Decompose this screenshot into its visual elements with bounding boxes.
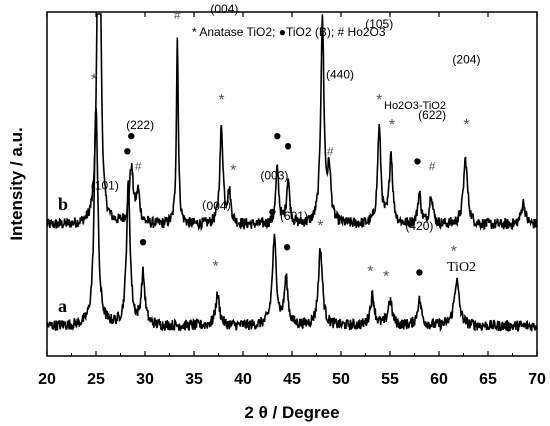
dot-marker — [269, 208, 276, 216]
star-marker: * — [91, 72, 97, 89]
series-line-a — [46, 107, 538, 333]
miller-index-label: (622) — [418, 108, 446, 122]
x-tick-label: 30 — [136, 371, 154, 388]
star-marker: * — [383, 269, 389, 286]
dot-marker — [416, 269, 423, 276]
dot-marker — [124, 148, 131, 155]
miller-index-label: (105) — [365, 17, 393, 31]
miller-index-label: (003) — [260, 169, 288, 183]
star-marker: * — [230, 162, 236, 179]
star-marker: * — [376, 92, 382, 109]
star-marker: * — [218, 92, 224, 109]
hash-marker: # — [174, 8, 181, 22]
y-axis-title: Intensity / a.u. — [7, 127, 26, 240]
x-tick-label: 35 — [185, 371, 203, 388]
miller-index-label: (440) — [326, 68, 354, 82]
miller-index-label: (222) — [126, 118, 154, 132]
star-marker: * — [451, 243, 457, 260]
x-tick-label: 20 — [38, 371, 56, 388]
miller-index-label: (101) — [91, 179, 119, 193]
x-tick-label: 45 — [283, 371, 301, 388]
x-tick-label: 70 — [528, 371, 546, 388]
hash-marker: # — [135, 159, 142, 173]
peak-annotations: (101)(222)(400)(004)(200)(440)(105)(622)… — [91, 2, 481, 233]
plot-area — [46, 13, 538, 333]
x-tick-label: 55 — [381, 371, 399, 388]
x-tick-label: 50 — [332, 371, 350, 388]
star-marker: * — [389, 117, 395, 134]
hash-marker: # — [327, 144, 334, 158]
dot-marker — [283, 244, 291, 251]
series-a-sample-label: TiO2 — [447, 260, 476, 275]
miller-index-label: (601) — [280, 209, 308, 223]
star-marker: * — [212, 258, 218, 275]
dot-marker — [414, 158, 421, 165]
dot-marker — [274, 132, 281, 140]
star-marker: * — [463, 117, 469, 134]
miller-index-label: (004) — [210, 2, 238, 16]
star-marker: * — [318, 0, 324, 3]
series-label-b: b — [58, 194, 68, 214]
x-tick-label: 65 — [479, 371, 497, 388]
dot-marker — [284, 143, 292, 150]
x-tick-label: 25 — [87, 371, 105, 388]
miller-index-label: (204) — [452, 52, 480, 66]
hash-marker: # — [429, 159, 436, 173]
series-label-a: a — [58, 296, 67, 316]
miller-index-label: （004） — [195, 199, 239, 213]
miller-index-label: (420) — [405, 219, 433, 233]
x-tick-label: 60 — [430, 371, 448, 388]
x-axis-title: 2 θ / Degree — [244, 403, 339, 422]
star-marker: * — [367, 263, 373, 280]
legend-text: * Anatase TiO2; ●TiO2 (B); # Ho2O3 — [192, 25, 386, 39]
series-b-sample-label: Ho2O3-TiO2 — [384, 100, 446, 112]
star-marker: * — [317, 218, 323, 235]
x-axis: 20 25 30 35 40 45 50 55 60 65 70 — [38, 12, 546, 388]
peak-markers: *##***#**#******* — [91, 0, 470, 286]
x-tick-label: 40 — [234, 371, 252, 388]
dot-marker — [139, 239, 147, 246]
dot-marker — [128, 132, 135, 140]
